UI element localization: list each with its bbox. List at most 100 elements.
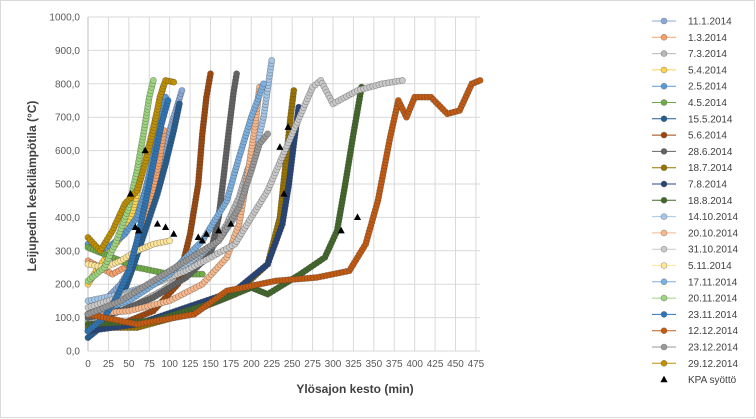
legend-item: 18.7.2014 [652, 163, 733, 174]
data-point [149, 77, 157, 84]
kpa-marker [194, 233, 202, 241]
legend-marker [660, 327, 668, 335]
legend-marker [660, 213, 668, 220]
legend-marker [660, 262, 668, 269]
kpa-marker [131, 223, 139, 231]
y-axis-title: Leijupedin keskilämpötila (°C) [25, 101, 39, 272]
y-tick-label: 100,0 [55, 313, 80, 324]
legend-label: 5.4.2014 [688, 65, 727, 76]
legend-item: 20.10.2014 [652, 228, 738, 239]
legend-item: 7.3.2014 [652, 49, 727, 60]
data-point [178, 87, 186, 94]
legend-label: 4.5.2014 [688, 98, 727, 109]
legend-label: 5.11.2014 [688, 261, 732, 272]
kpa-marker [227, 220, 235, 227]
series-18 [84, 97, 172, 335]
legend-marker [660, 50, 668, 57]
legend-item: 17.11.2014 [652, 277, 738, 288]
legend: 11.1.2014 1.3.2014 7.3.2014 5.4.2014 2.5.201… [652, 17, 738, 386]
x-axis-title: Ylösajon kesto (min) [296, 382, 413, 396]
x-tick-label: 375 [386, 359, 403, 370]
legend-item: 23.12.2014 [652, 343, 738, 354]
legend-marker [660, 66, 668, 74]
legend-label: 20.10.2014 [688, 228, 738, 239]
data-point [476, 77, 484, 84]
legend-item: KPA syöttö [660, 375, 737, 386]
legend-label: 18.7.2014 [688, 163, 733, 174]
kpa-marker [135, 226, 143, 234]
y-tick-label: 400,0 [55, 213, 80, 224]
x-axis-ticks: 0 25 50 75 100 125 150 175 200 225 250 275 300 325 350… [85, 359, 484, 370]
x-tick-label: 425 [427, 359, 444, 370]
kpa-marker [126, 190, 135, 197]
kpa-marker [353, 213, 362, 220]
data-series [84, 57, 484, 342]
legend-marker [660, 229, 668, 237]
x-tick-label: 0 [85, 359, 91, 370]
legend-marker [660, 197, 668, 204]
legend-item: 15.5.2014 [652, 114, 733, 125]
legend-label: 15.5.2014 [688, 114, 733, 125]
legend-label: 23.11.2014 [688, 310, 738, 321]
kpa-series [126, 123, 362, 244]
x-tick-label: 300 [325, 359, 342, 370]
legend-item: 5.6.2014 [652, 131, 727, 142]
x-tick-label: 150 [202, 359, 219, 370]
y-tick-label: 700,0 [55, 113, 80, 124]
legend-label: 7.3.2014 [688, 49, 727, 60]
data-point [176, 100, 183, 108]
x-tick-label: 275 [304, 359, 321, 370]
kpa-marker [215, 226, 223, 234]
legend-item: 18.8.2014 [652, 196, 733, 207]
legend-label: 12.12.2014 [688, 326, 738, 337]
data-point [170, 78, 178, 86]
x-tick-label: 75 [144, 359, 156, 370]
legend-label: 23.12.2014 [688, 343, 738, 354]
legend-label: 18.8.2014 [688, 196, 733, 207]
legend-marker [660, 148, 668, 155]
legend-marker [660, 180, 668, 188]
legend-label: 2.5.2014 [688, 82, 727, 93]
x-tick-label: 50 [123, 359, 135, 370]
data-point [164, 97, 172, 104]
legend-item: 7.8.2014 [652, 180, 727, 191]
y-tick-label: 600,0 [55, 146, 80, 157]
legend-item: 12.12.2014 [652, 326, 738, 337]
y-tick-label: 300,0 [55, 246, 80, 257]
legend-item: 31.10.2014 [652, 245, 738, 256]
kpa-marker [337, 226, 345, 234]
legend-item: 28.6.2014 [652, 147, 733, 158]
legend-marker [660, 164, 668, 171]
kpa-marker [280, 190, 288, 197]
y-tick-label: 800,0 [55, 79, 80, 90]
legend-marker [660, 343, 668, 351]
legend-marker [660, 311, 668, 318]
y-axis-ticks: 0,0 100,0 200,0 300,0 400,0 500,0 600,0 700,0 80… [49, 13, 80, 358]
y-tick-label: 0,0 [66, 347, 80, 358]
legend-item: 20.11.2014 [652, 294, 738, 305]
x-tick-label: 350 [365, 359, 382, 370]
x-tick-label: 175 [223, 359, 240, 370]
x-tick-label: 225 [263, 359, 280, 370]
legend-label: 5.6.2014 [688, 131, 727, 142]
legend-item: 5.11.2014 [652, 261, 732, 272]
legend-label: 28.6.2014 [688, 147, 733, 158]
legend-marker [660, 17, 668, 25]
data-point [268, 57, 276, 64]
data-point [233, 70, 241, 78]
kpa-marker [170, 230, 178, 237]
kpa-marker [202, 230, 211, 237]
y-tick-label: 900,0 [55, 46, 80, 57]
legend-label: 7.8.2014 [688, 180, 727, 191]
legend-label: 17.11.2014 [688, 277, 738, 288]
legend-marker [660, 99, 668, 106]
legend-label: 14.10.2014 [688, 212, 738, 223]
y-tick-label: 200,0 [55, 280, 80, 291]
kpa-marker [284, 123, 292, 130]
kpa-marker [198, 236, 206, 244]
x-tick-label: 200 [243, 359, 260, 370]
legend-item: 11.1.2014 [652, 17, 732, 28]
kpa-marker [276, 143, 284, 150]
y-tick-label: 1000,0 [49, 13, 80, 24]
legend-item: 29.12.2014 [652, 359, 738, 370]
